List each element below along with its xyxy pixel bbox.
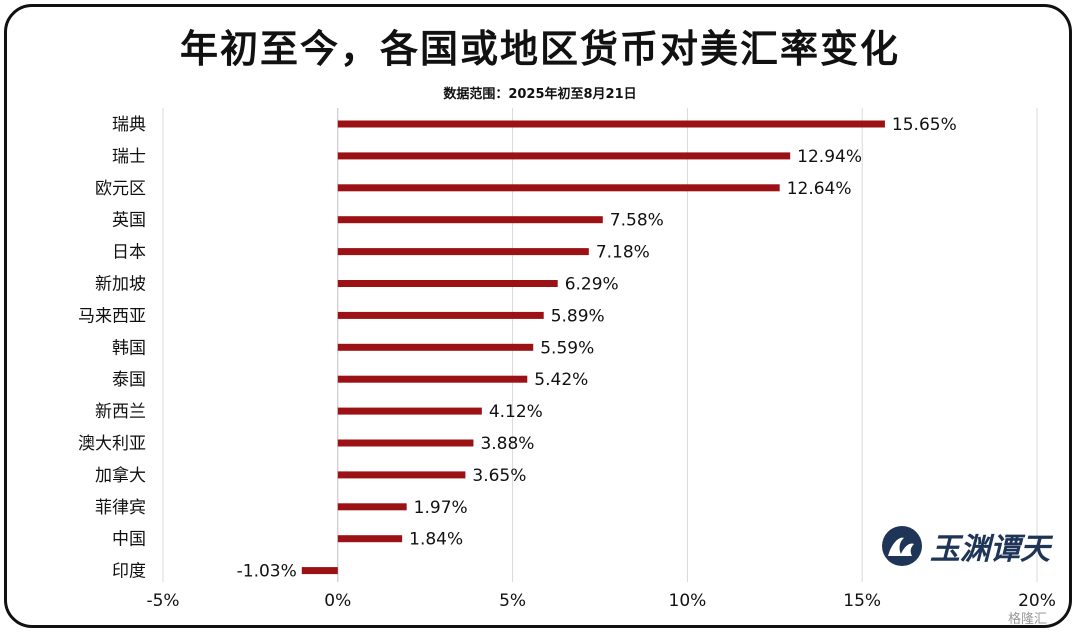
data-label: 5.42% bbox=[534, 370, 588, 390]
data-label: 12.64% bbox=[787, 179, 852, 199]
data-label: 15.65% bbox=[892, 115, 957, 135]
bar bbox=[337, 152, 791, 160]
bar bbox=[337, 120, 885, 128]
bar bbox=[337, 439, 474, 447]
category-label: 加拿大 bbox=[95, 465, 146, 486]
data-label: 4.12% bbox=[489, 402, 543, 422]
category-label: 印度 bbox=[112, 562, 146, 582]
x-tick-label: -5% bbox=[146, 591, 179, 611]
bar bbox=[337, 184, 780, 192]
bar bbox=[337, 248, 589, 256]
category-label: 新加坡 bbox=[95, 275, 146, 295]
chart-subtitle: 数据范围：2025年初至8月21日 bbox=[443, 87, 637, 102]
data-label: -1.03% bbox=[237, 562, 297, 582]
data-label: 5.59% bbox=[540, 338, 594, 358]
category-label: 马来西亚 bbox=[78, 306, 146, 326]
category-label: 欧元区 bbox=[95, 179, 146, 199]
category-label: 中国 bbox=[112, 530, 146, 550]
brand-logo-text: 玉渊谭天 bbox=[930, 532, 1050, 567]
category-label: 菲律宾 bbox=[95, 498, 146, 518]
data-label: 5.89% bbox=[551, 306, 605, 326]
data-label: 7.18% bbox=[596, 243, 650, 263]
data-label: 3.88% bbox=[480, 434, 534, 454]
data-label: 3.65% bbox=[472, 466, 526, 486]
bar bbox=[337, 280, 558, 287]
data-label: 6.29% bbox=[565, 275, 619, 295]
data-label: 12.94% bbox=[797, 147, 862, 167]
data-label: 1.97% bbox=[414, 498, 468, 518]
data-label: 1.84% bbox=[409, 530, 463, 550]
bar bbox=[301, 567, 338, 575]
bar bbox=[337, 311, 544, 319]
category-label: 瑞典 bbox=[112, 115, 146, 135]
x-tick-label: 5% bbox=[499, 591, 526, 611]
brand-logo: 玉渊谭天 bbox=[880, 522, 1050, 570]
data-label: 7.58% bbox=[610, 211, 664, 231]
category-label: 泰国 bbox=[112, 370, 146, 390]
bar bbox=[337, 535, 403, 543]
watermark: 格隆汇 bbox=[1008, 612, 1048, 627]
bar bbox=[337, 343, 534, 351]
category-label: 韩国 bbox=[112, 338, 146, 358]
category-label: 英国 bbox=[112, 211, 146, 231]
bar bbox=[337, 503, 407, 511]
x-tick-label: 15% bbox=[843, 591, 881, 611]
chart-title: 年初至今，各国或地区货币对美汇率变化 bbox=[179, 27, 900, 71]
bar bbox=[337, 375, 528, 383]
wave-logo-icon bbox=[882, 526, 922, 566]
bar bbox=[337, 407, 482, 415]
x-tick-label: 10% bbox=[669, 591, 707, 611]
category-label: 新西兰 bbox=[95, 402, 146, 422]
category-label: 瑞士 bbox=[112, 147, 146, 167]
category-label: 澳大利亚 bbox=[78, 434, 146, 454]
x-tick-label: 20% bbox=[1018, 591, 1056, 611]
bar bbox=[337, 216, 603, 224]
x-tick-label: 0% bbox=[324, 591, 351, 611]
bar bbox=[337, 471, 466, 479]
category-label: 日本 bbox=[112, 243, 146, 263]
